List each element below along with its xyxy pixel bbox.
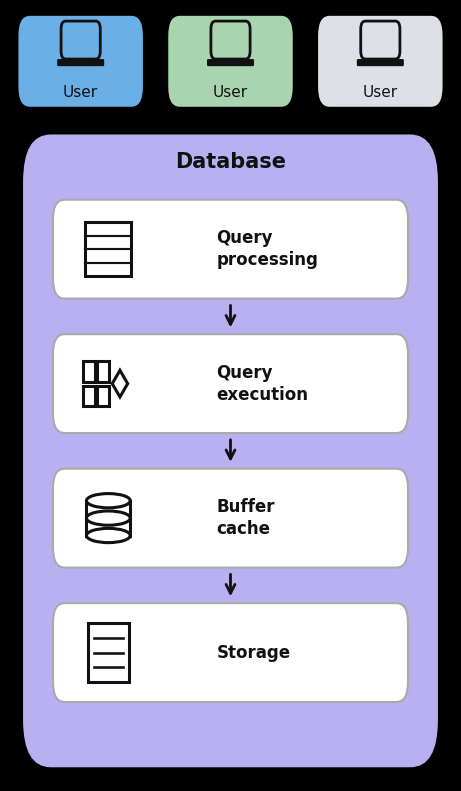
Text: Buffer
cache: Buffer cache (216, 498, 275, 538)
FancyBboxPatch shape (318, 16, 443, 107)
FancyBboxPatch shape (53, 468, 408, 568)
FancyBboxPatch shape (23, 134, 438, 767)
Bar (97, 385, 109, 407)
Text: Query
execution: Query execution (216, 364, 308, 403)
Bar (88, 623, 129, 682)
FancyBboxPatch shape (18, 16, 143, 107)
Text: User: User (363, 85, 398, 100)
Text: Storage: Storage (216, 644, 290, 661)
Text: User: User (63, 85, 98, 100)
FancyBboxPatch shape (57, 59, 104, 66)
Bar (83, 385, 95, 407)
FancyBboxPatch shape (53, 603, 408, 702)
FancyBboxPatch shape (168, 16, 293, 107)
FancyBboxPatch shape (53, 334, 408, 433)
Text: Query
processing: Query processing (216, 229, 318, 269)
FancyBboxPatch shape (207, 59, 254, 66)
Ellipse shape (86, 494, 130, 508)
Ellipse shape (86, 511, 130, 525)
Bar (97, 361, 109, 382)
Ellipse shape (86, 528, 130, 543)
Bar (85, 221, 131, 276)
Bar (83, 361, 95, 382)
FancyBboxPatch shape (53, 199, 408, 298)
Text: User: User (213, 85, 248, 100)
Text: Database: Database (175, 152, 286, 172)
FancyBboxPatch shape (357, 59, 404, 66)
